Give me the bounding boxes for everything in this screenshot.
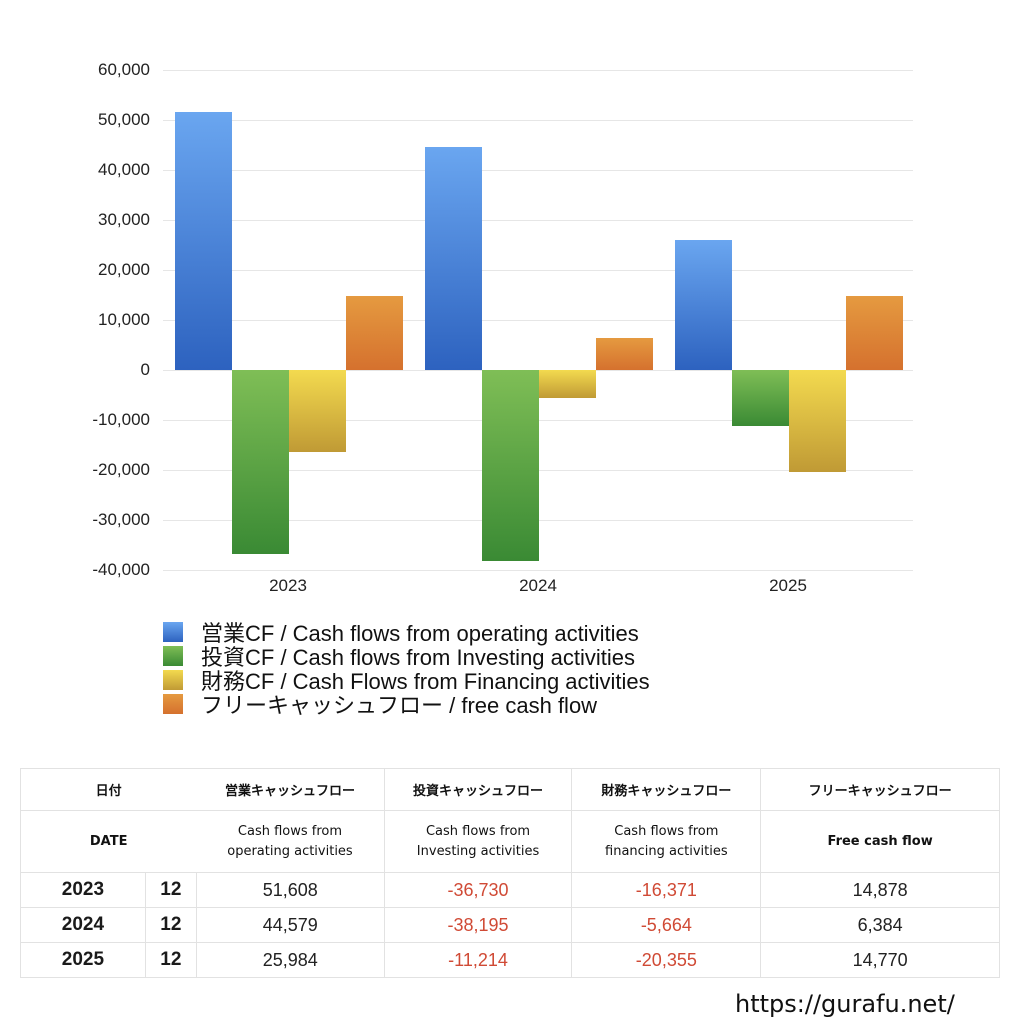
bar [482,370,539,561]
legend-label: 財務CF / Cash Flows from Financing activit… [201,669,650,694]
investing-cell: -38,195 [383,907,573,943]
table-row: 2024 12 44,579 -38,195 -5,664 6,384 [20,907,1000,943]
header-operating-jp: 営業キャッシュフロー [196,768,385,811]
bar [732,370,789,427]
gridline [163,320,913,321]
month-cell: 12 [144,907,197,943]
y-tick-label: 10,000 [98,310,150,329]
free-cell: 6,384 [760,907,1000,943]
operating-cell: 51,608 [195,872,385,908]
legend-swatch-free [163,694,183,714]
y-tick-label: 20,000 [98,260,150,279]
header-date-en: DATE [20,810,197,873]
bar [289,370,346,452]
year-cell: 2024 [20,907,146,943]
financing-cell: -5,664 [571,907,762,943]
gridline [163,70,913,71]
legend-item-financing: 財務CF / Cash Flows from Financing activit… [163,668,650,694]
financing-cell: -16,371 [571,872,762,908]
y-tick-label: 0 [140,360,150,379]
free-cell: 14,878 [760,872,1000,908]
x-tick-label: 2024 [519,576,557,595]
legend-swatch-financing [163,670,183,690]
legend-label: 営業CF / Cash flows from operating activit… [201,621,639,646]
cash-flow-bar-chart: 60,000 50,000 40,000 30,000 20,000 10,000 0 -10… [92,60,913,595]
bar [539,370,596,399]
year-cell: 2023 [20,872,146,908]
month-cell: 12 [144,872,197,908]
y-tick-label: -40,000 [92,560,150,579]
investing-cell: -11,214 [383,942,573,978]
gridline [163,170,913,171]
legend-swatch-operating [163,622,183,642]
legend-label: 投資CF / Cash flows from Investing activit… [201,645,636,670]
bar [675,240,732,370]
y-tick-label: 40,000 [98,160,150,179]
investing-cell: -36,730 [383,872,573,908]
x-tick-label: 2025 [769,576,807,595]
header-financing-jp: 財務キャッシュフロー [571,768,762,811]
chart-legend: 営業CF / Cash flows from operating activit… [163,620,650,718]
header-free-jp: フリーキャッシュフロー [760,768,1000,811]
operating-cell: 25,984 [195,942,385,978]
year-cell: 2025 [20,942,146,978]
legend-label: フリーキャッシュフロー / free cash flow [201,693,598,718]
bar [789,370,846,472]
month-cell: 12 [144,942,197,978]
operating-cell: 44,579 [195,907,385,943]
header-investing-en: Cash flows from Investing activities [383,810,573,873]
y-tick-label: 50,000 [98,110,150,129]
legend-swatch-investing [163,646,183,666]
gridline [163,220,913,221]
legend-item-investing: 投資CF / Cash flows from Investing activit… [163,644,650,670]
source-url: https://gurafu.net/ [735,990,955,1018]
y-tick-label: -20,000 [92,460,150,479]
bar [596,338,653,370]
legend-item-free: フリーキャッシュフロー / free cash flow [163,692,650,718]
free-cell: 14,770 [760,942,1000,978]
header-free-en: Free cash flow [760,810,1000,873]
header-investing-jp: 投資キャッシュフロー [383,768,573,811]
y-tick-label: -10,000 [92,410,150,429]
bar [846,296,903,370]
header-operating-en: Cash flows from operating activities [196,810,385,873]
header-date-jp: 日付 [20,768,197,811]
x-tick-label: 2023 [269,576,307,595]
cash-flow-table: 日付 営業キャッシュフロー 投資キャッシュフロー 財務キャッシュフロー フリーキ… [20,768,1000,978]
gridline [163,270,913,271]
y-tick-label: -30,000 [92,510,150,529]
legend-item-operating: 営業CF / Cash flows from operating activit… [163,620,650,646]
table-row: 2025 12 25,984 -11,214 -20,355 14,770 [20,942,1000,978]
table-header-en: DATE Cash flows from operating activities… [20,810,1000,873]
bar [175,111,232,370]
table-header-jp: 日付 営業キャッシュフロー 投資キャッシュフロー 財務キャッシュフロー フリーキ… [20,768,1000,811]
gridline [163,570,913,571]
y-tick-label: 60,000 [98,60,150,79]
financing-cell: -20,355 [571,942,762,978]
gridline [163,120,913,121]
header-financing-en: Cash flows from financing activities [571,810,762,873]
bar [232,370,289,554]
bar [425,147,482,370]
y-tick-label: 30,000 [98,210,150,229]
bar [346,295,403,370]
table-row: 2023 12 51,608 -36,730 -16,371 14,878 [20,872,1000,908]
